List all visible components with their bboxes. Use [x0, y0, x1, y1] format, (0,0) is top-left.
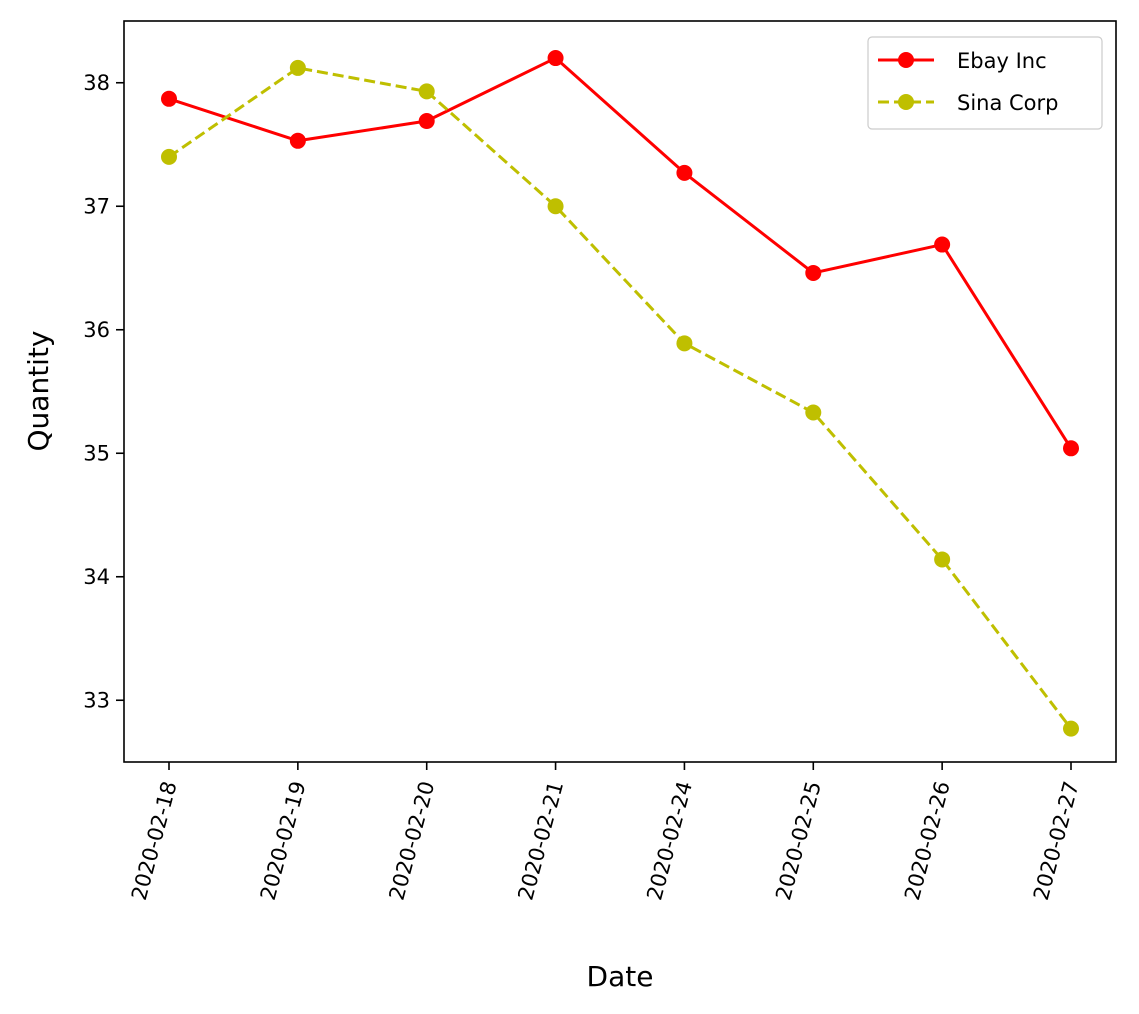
x-tick-label: 2020-02-20 [385, 779, 440, 903]
legend-label-sina-corp: Sina Corp [957, 91, 1059, 115]
y-tick-label: 38 [83, 71, 110, 95]
legend: Ebay Inc Sina Corp [867, 36, 1103, 130]
y-tick-label: 34 [83, 565, 110, 589]
y-tick-label: 36 [83, 318, 110, 342]
series-layer [161, 50, 1079, 737]
legend-marker-ebay-inc [898, 52, 914, 68]
x-axis: 2020-02-18 2020-02-19 2020-02-20 2020-02-21… [127, 762, 1084, 903]
data-point-ebay-inc [418, 113, 435, 130]
y-axis-title: Quantity [22, 331, 55, 452]
plot-frame [123, 20, 1117, 763]
x-tick-label: 2020-02-18 [127, 779, 182, 903]
series-line-ebay-inc [168, 56, 1073, 450]
data-point-ebay-inc [676, 164, 693, 181]
legend-label-ebay-inc: Ebay Inc [957, 49, 1047, 73]
x-tick-label: 2020-02-24 [642, 779, 697, 903]
x-axis-title: Date [587, 960, 654, 993]
x-tick-label: 2020-02-25 [771, 779, 826, 903]
x-tick-label: 2020-02-27 [1029, 779, 1084, 903]
data-point-ebay-inc [161, 90, 177, 107]
data-point-sina-corp [547, 198, 564, 215]
data-point-sina-corp [289, 59, 306, 76]
data-point-sina-corp [161, 148, 177, 165]
data-point-sina-corp [418, 83, 435, 100]
data-point-ebay-inc [289, 132, 306, 149]
data-point-sina-corp [805, 404, 822, 421]
data-point-ebay-inc [1063, 440, 1079, 457]
data-point-ebay-inc [547, 50, 564, 67]
y-tick-label: 37 [83, 194, 110, 218]
x-tick-label: 2020-02-21 [513, 779, 568, 903]
plot-area [123, 20, 1117, 763]
series-line-sina-corp [168, 66, 1073, 730]
data-point-ebay-inc [934, 236, 951, 253]
legend-marker-sina-corp [898, 94, 914, 110]
y-tick-label: 35 [83, 441, 110, 465]
y-tick-label: 33 [83, 688, 110, 712]
data-point-sina-corp [1063, 720, 1079, 737]
x-tick-label: 2020-02-19 [256, 779, 311, 903]
data-point-ebay-inc [805, 264, 822, 281]
data-point-sina-corp [934, 551, 951, 568]
x-tick-label: 2020-02-26 [900, 779, 955, 903]
data-point-sina-corp [676, 335, 693, 352]
y-axis: 33 34 35 36 37 38 [83, 71, 124, 712]
